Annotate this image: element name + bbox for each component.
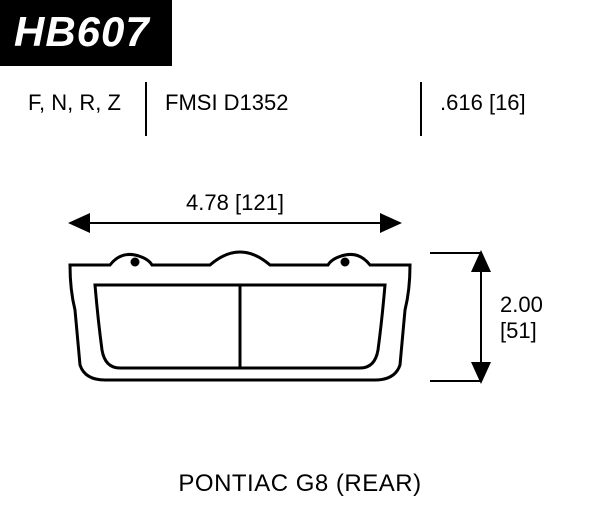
- brake-pad-diagram: [60, 250, 420, 400]
- thickness-in: .616: [440, 90, 483, 115]
- thickness-mm: 16: [495, 90, 519, 115]
- width-mm: 121: [241, 190, 278, 215]
- pad-lug-hole: [132, 259, 138, 265]
- width-in: 4.78: [186, 190, 229, 215]
- width-dimension: 4.78 [121]: [70, 190, 400, 224]
- part-number-header: HB607: [0, 0, 172, 66]
- fmsi-text: FMSI D1352: [165, 90, 289, 116]
- height-label: 2.00 [51]: [500, 292, 543, 345]
- width-arrow: [70, 222, 400, 224]
- width-label: 4.78 [121]: [70, 190, 400, 216]
- spec-row: F, N, R, Z FMSI D1352 .616 [16]: [0, 82, 600, 142]
- application-label: PONTIAC G8 (REAR): [0, 470, 600, 498]
- pad-lug-hole: [342, 259, 348, 265]
- height-mm: 51: [506, 318, 530, 343]
- spec-divider: [420, 82, 422, 136]
- height-tick-bottom: [430, 380, 482, 382]
- height-arrow: [480, 252, 482, 382]
- spec-divider: [145, 82, 147, 136]
- compounds-text: F, N, R, Z: [28, 90, 121, 116]
- height-in: 2.00: [500, 292, 543, 317]
- thickness-text: .616 [16]: [440, 90, 526, 116]
